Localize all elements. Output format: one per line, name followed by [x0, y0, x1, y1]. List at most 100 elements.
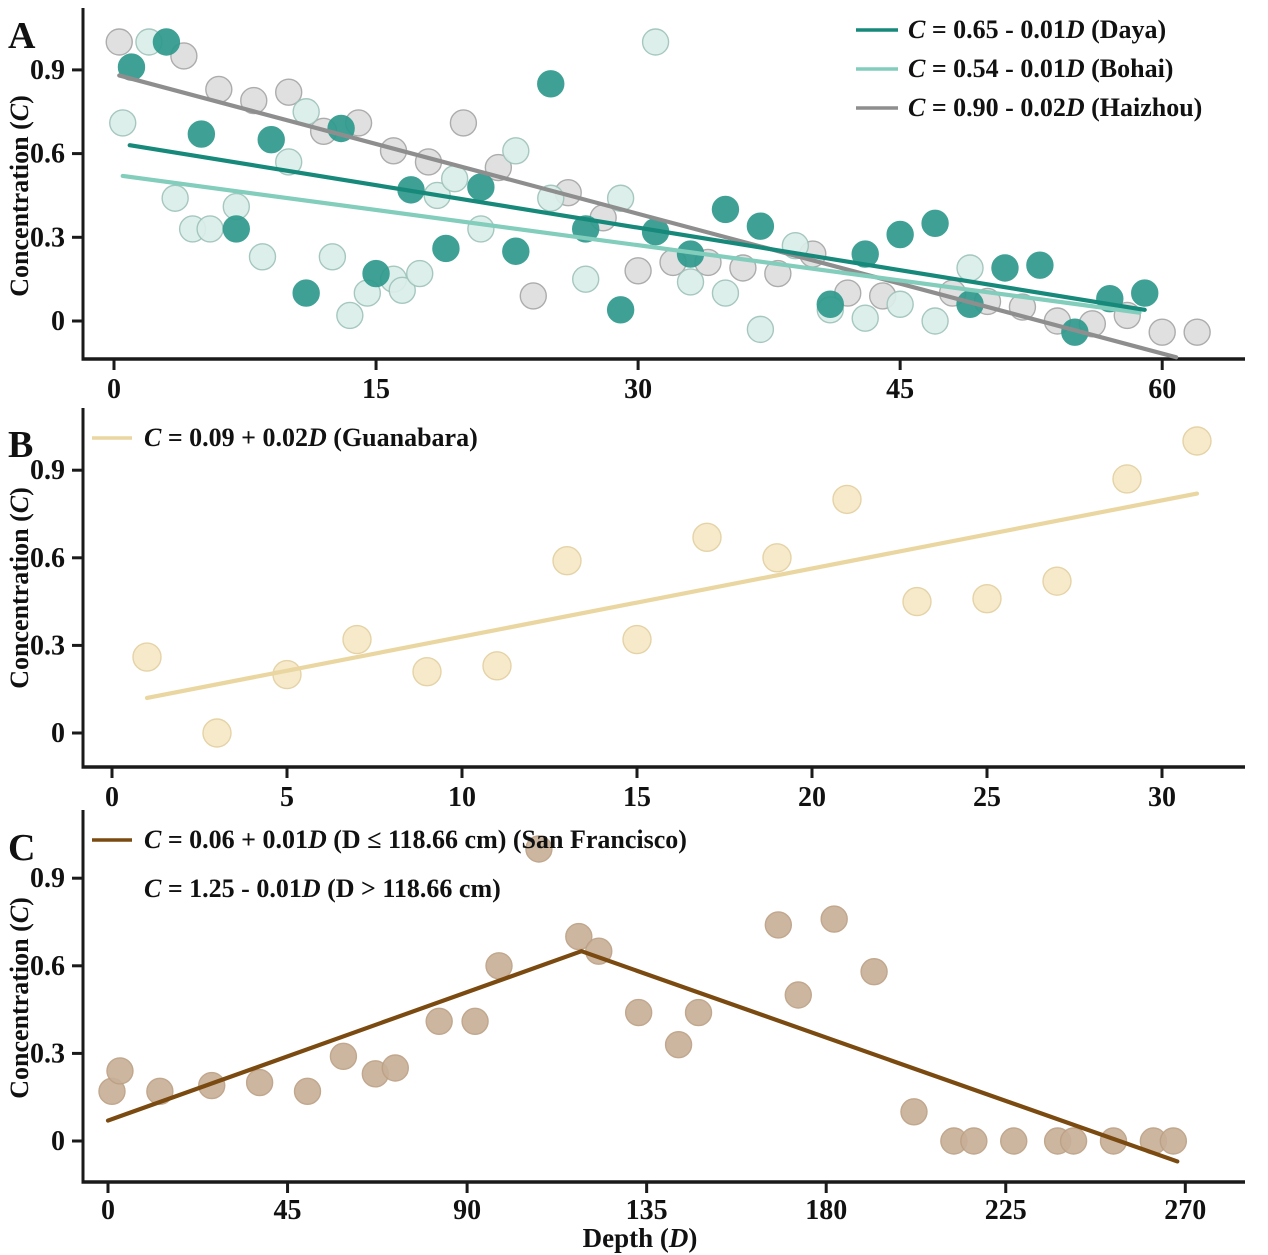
scatter-point-bohai	[886, 290, 914, 318]
scatter-point-guanabara	[552, 546, 582, 576]
y-axis-label-panel-b: Concentration (C)	[5, 487, 34, 689]
trend-line-daya	[127, 143, 1147, 312]
scatter-point-haizhou	[449, 109, 478, 137]
scatter-point-guanabara	[1112, 464, 1142, 494]
scatter-point-bohai	[467, 215, 495, 243]
scatter-point-san-francisco	[820, 905, 848, 933]
scatter-point-san-francisco	[624, 998, 653, 1027]
scatter-point-daya	[711, 195, 740, 224]
scatter-point-san-francisco	[425, 1007, 453, 1035]
y-axis-label-panel-a: Concentration (C)	[5, 95, 34, 297]
scatter-point-daya	[537, 70, 565, 98]
x-tick-label: 45	[886, 374, 914, 405]
legend-label: C = 0.65 - 0.01D (Daya)	[908, 15, 1166, 44]
y-tick-label: 0.3	[30, 630, 65, 661]
scatter-point-haizhou	[275, 78, 303, 106]
scatter-point-guanabara	[832, 484, 862, 515]
x-tick-label: 5	[280, 782, 294, 813]
scatter-point-guanabara	[1042, 566, 1072, 596]
scatter-point-bohai	[711, 279, 740, 307]
scatter-point-guanabara	[762, 543, 792, 573]
y-tick-label: 0.6	[30, 543, 65, 574]
scatter-point-daya	[1131, 279, 1159, 307]
x-tick-label: 15	[623, 782, 651, 813]
x-tick-label: 225	[985, 1195, 1027, 1226]
scatter-point-bohai	[440, 165, 469, 193]
scatter-point-guanabara	[202, 718, 232, 748]
scatter-point-haizhou	[105, 28, 133, 56]
scatter-point-bohai	[336, 301, 364, 330]
scatter-point-daya	[467, 173, 495, 201]
x-tick-label: 15	[362, 374, 390, 405]
x-tick-label: 30	[624, 374, 652, 405]
trend-line-san-francisco	[105, 948, 1180, 1164]
scatter-point-daya	[187, 120, 216, 148]
panel-letter-c: C	[8, 827, 35, 869]
scatter-point-guanabara	[132, 642, 162, 672]
y-tick-label: 0	[51, 718, 65, 749]
scatter-point-san-francisco	[485, 952, 513, 980]
scatter-point-daya	[502, 237, 530, 265]
y-tick-label: 0.9	[30, 455, 65, 486]
scatter-point-bohai	[571, 265, 600, 293]
y-tick-label: 0.9	[30, 55, 65, 86]
x-tick-label: 270	[1164, 1195, 1206, 1226]
scatter-point-haizhou	[1183, 318, 1211, 346]
scatter-point-guanabara	[482, 651, 512, 681]
trend-line-guanabara	[144, 491, 1200, 701]
scatter-point-san-francisco	[245, 1068, 274, 1097]
scatter-point-bohai	[388, 276, 416, 305]
x-tick-label: 45	[274, 1195, 302, 1226]
x-tick-label: 20	[798, 782, 826, 813]
scatter-point-daya	[886, 220, 914, 249]
scatter-point-bohai	[746, 315, 775, 344]
scatter-point-haizhou	[240, 86, 268, 115]
y-tick-label: 0.3	[30, 1038, 65, 1069]
scatter-point-bohai	[406, 259, 434, 288]
panel-letter-a: A	[8, 15, 36, 57]
scatter-point-bohai	[109, 109, 137, 137]
scatter-point-bohai	[318, 243, 347, 271]
legend-label: C = 0.09 + 0.02D (Guanabara)	[144, 423, 478, 452]
x-tick-label: 10	[448, 782, 476, 813]
x-axis-label: Depth (D)	[583, 1223, 698, 1253]
y-axis-label-panel-c: Concentration (C)	[5, 897, 34, 1099]
scatter-point-guanabara	[622, 624, 652, 655]
scatter-point-daya	[606, 296, 635, 324]
scatter-point-guanabara	[342, 624, 372, 655]
x-tick-label: 0	[105, 782, 119, 813]
scatter-point-daya	[991, 254, 1019, 282]
x-tick-label: 0	[107, 374, 121, 405]
x-tick-label: 25	[973, 782, 1001, 813]
scatter-point-haizhou	[519, 282, 547, 310]
scatter-point-bohai	[641, 28, 670, 56]
y-tick-label: 0	[51, 1126, 65, 1157]
scatter-point-bohai	[196, 215, 224, 243]
x-tick-label: 90	[453, 1195, 481, 1226]
scatter-point-san-francisco	[1059, 1127, 1088, 1155]
x-tick-label: 30	[1148, 782, 1176, 813]
scatter-point-san-francisco	[293, 1077, 322, 1106]
legend-label: C = 0.90 - 0.02D (Haizhou)	[908, 93, 1202, 122]
scatter-point-haizhou	[624, 257, 652, 285]
scatter-point-san-francisco	[860, 957, 888, 986]
scatter-point-haizhou	[764, 259, 792, 288]
scatter-point-san-francisco	[1159, 1127, 1188, 1155]
trend-line-haizhou	[117, 73, 1179, 360]
x-tick-label: 0	[101, 1195, 115, 1226]
x-tick-label: 60	[1148, 374, 1176, 405]
scatter-point-daya	[222, 215, 250, 243]
scatter-point-san-francisco	[525, 835, 553, 863]
scatter-point-bohai	[956, 254, 984, 282]
scatter-point-san-francisco	[381, 1054, 409, 1082]
y-tick-label: 0	[51, 306, 65, 337]
scatter-point-daya	[292, 279, 320, 307]
scatter-point-bohai	[676, 268, 705, 296]
x-tick-label: 180	[805, 1195, 847, 1226]
scatter-point-san-francisco	[329, 1042, 358, 1071]
scatter-point-daya	[851, 240, 879, 268]
scatter-point-guanabara	[692, 522, 722, 553]
scatter-point-san-francisco	[764, 911, 793, 939]
